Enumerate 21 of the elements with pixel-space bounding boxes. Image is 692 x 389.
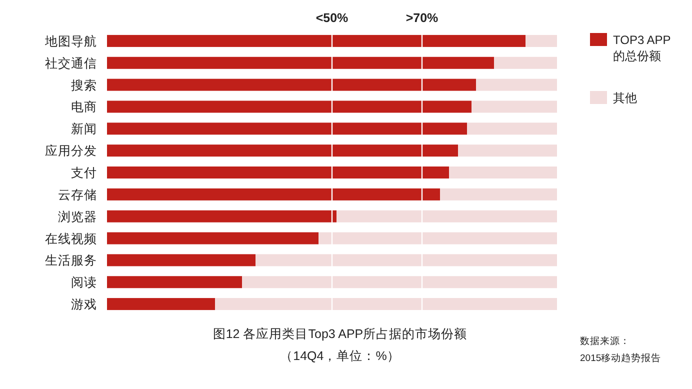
y-tick-label: 阅读 [71, 276, 97, 290]
y-tick-label: 浏览器 [58, 210, 97, 224]
text: 2015移动趋势报告 [580, 352, 662, 364]
y-tick-label: 社交通信 [45, 55, 97, 70]
y-tick-label: 云存储 [58, 188, 97, 202]
y-tick-label: 支付 [71, 166, 97, 180]
y-tick-label: 生活服务 [45, 254, 97, 268]
ref-line-label: <50% [316, 11, 348, 25]
ref-line-label: >70% [406, 11, 438, 25]
text: 图12 各应用类目Top3 APP所占据的市场份额 [212, 326, 468, 341]
y-tick-label: 搜索 [71, 78, 97, 92]
y-tick-label: 地图导航 [44, 34, 97, 48]
y-tick-label: 游戏 [71, 298, 97, 312]
y-tick-label: 电商 [71, 100, 97, 114]
y-tick-label: 应用分发 [45, 143, 97, 158]
text: （14Q4，单位：%） [280, 349, 400, 363]
legend-label: 其他 [613, 91, 637, 105]
y-tick-label: 在线视频 [45, 232, 97, 246]
legend-label: TOP3 APP 的总份额 [613, 33, 671, 63]
y-tick-label: 新闻 [71, 122, 97, 136]
source-note: 数据来源： [580, 335, 630, 347]
